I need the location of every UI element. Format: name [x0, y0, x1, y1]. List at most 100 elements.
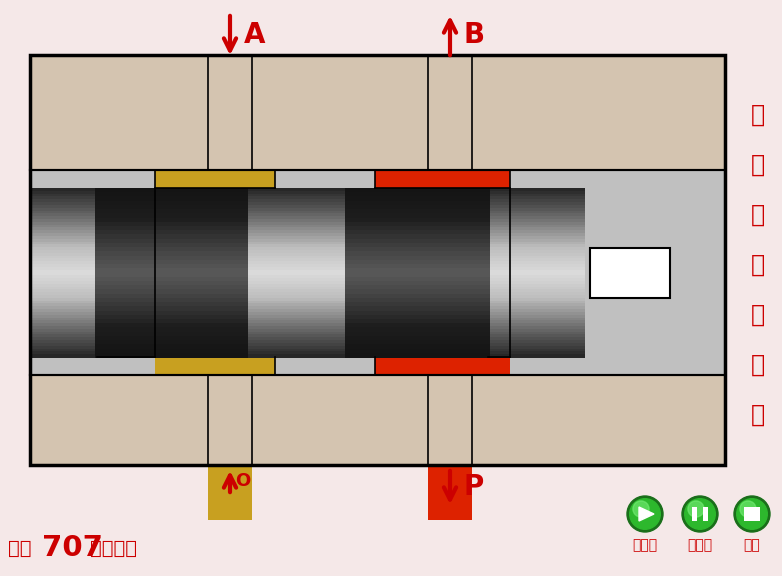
- Bar: [30, 284, 725, 287]
- Bar: [30, 326, 725, 329]
- Bar: [345, 314, 490, 320]
- Bar: [95, 251, 248, 256]
- Bar: [97, 188, 155, 357]
- Bar: [95, 281, 248, 286]
- Bar: [345, 238, 490, 244]
- Bar: [30, 301, 725, 304]
- Bar: [95, 306, 248, 311]
- Bar: [30, 211, 725, 214]
- Bar: [208, 55, 252, 170]
- Bar: [95, 209, 248, 214]
- Bar: [30, 238, 725, 242]
- Bar: [95, 332, 248, 337]
- Circle shape: [630, 499, 660, 529]
- Bar: [375, 170, 510, 188]
- Bar: [30, 264, 725, 268]
- Bar: [208, 465, 252, 520]
- Bar: [345, 281, 490, 286]
- Bar: [95, 323, 248, 328]
- Bar: [95, 196, 248, 202]
- Bar: [585, 170, 725, 375]
- Bar: [30, 247, 725, 251]
- Bar: [30, 259, 725, 262]
- Bar: [95, 353, 248, 358]
- Bar: [488, 188, 510, 357]
- Text: B: B: [464, 21, 485, 49]
- Bar: [30, 228, 725, 231]
- Bar: [428, 55, 472, 170]
- Circle shape: [734, 496, 770, 532]
- Bar: [30, 262, 725, 265]
- Bar: [155, 170, 275, 188]
- Bar: [30, 216, 725, 220]
- Bar: [30, 320, 725, 324]
- Bar: [345, 268, 490, 273]
- Bar: [95, 294, 248, 298]
- Bar: [345, 226, 490, 231]
- Bar: [30, 309, 725, 313]
- Polygon shape: [639, 507, 654, 521]
- Bar: [345, 298, 490, 303]
- Bar: [345, 276, 490, 282]
- Bar: [345, 336, 490, 341]
- Bar: [30, 55, 725, 465]
- Bar: [30, 194, 725, 197]
- Circle shape: [633, 501, 649, 517]
- Bar: [345, 323, 490, 328]
- Bar: [30, 205, 725, 209]
- Bar: [30, 225, 725, 228]
- Text: 二: 二: [751, 103, 765, 127]
- Text: 位: 位: [751, 153, 765, 177]
- Bar: [30, 348, 725, 352]
- Bar: [345, 353, 490, 358]
- Circle shape: [740, 501, 756, 517]
- Bar: [345, 209, 490, 214]
- Bar: [30, 241, 725, 245]
- Text: 剪辑制作: 剪辑制作: [90, 539, 137, 558]
- Bar: [95, 348, 248, 354]
- Bar: [208, 55, 252, 170]
- Bar: [345, 256, 490, 260]
- Text: 换: 换: [751, 303, 765, 327]
- Bar: [30, 351, 725, 355]
- Bar: [30, 278, 725, 282]
- Bar: [345, 200, 490, 206]
- Bar: [345, 285, 490, 290]
- Bar: [345, 192, 490, 197]
- Bar: [345, 251, 490, 256]
- Bar: [95, 264, 248, 269]
- Circle shape: [627, 496, 663, 532]
- Bar: [95, 340, 248, 345]
- Text: 向: 向: [751, 353, 765, 377]
- Bar: [30, 343, 725, 347]
- Bar: [95, 222, 248, 227]
- Bar: [95, 319, 248, 324]
- Bar: [30, 304, 725, 307]
- Bar: [590, 248, 670, 298]
- Bar: [345, 234, 490, 240]
- Bar: [30, 55, 725, 465]
- Bar: [208, 375, 252, 465]
- Bar: [30, 230, 725, 234]
- Bar: [30, 55, 725, 170]
- Text: P: P: [464, 473, 484, 501]
- Bar: [30, 335, 725, 338]
- Bar: [30, 233, 725, 237]
- Bar: [30, 346, 725, 350]
- Bar: [95, 247, 248, 252]
- Text: A: A: [244, 21, 266, 49]
- Bar: [30, 213, 725, 217]
- Bar: [30, 312, 725, 316]
- Bar: [30, 292, 725, 296]
- Bar: [30, 244, 725, 248]
- Bar: [30, 272, 725, 276]
- Bar: [30, 298, 725, 301]
- Bar: [345, 196, 490, 202]
- Bar: [428, 465, 472, 520]
- Bar: [30, 188, 725, 192]
- Bar: [345, 319, 490, 324]
- Bar: [30, 219, 725, 222]
- Bar: [95, 188, 248, 193]
- Circle shape: [737, 499, 767, 529]
- Bar: [208, 375, 252, 465]
